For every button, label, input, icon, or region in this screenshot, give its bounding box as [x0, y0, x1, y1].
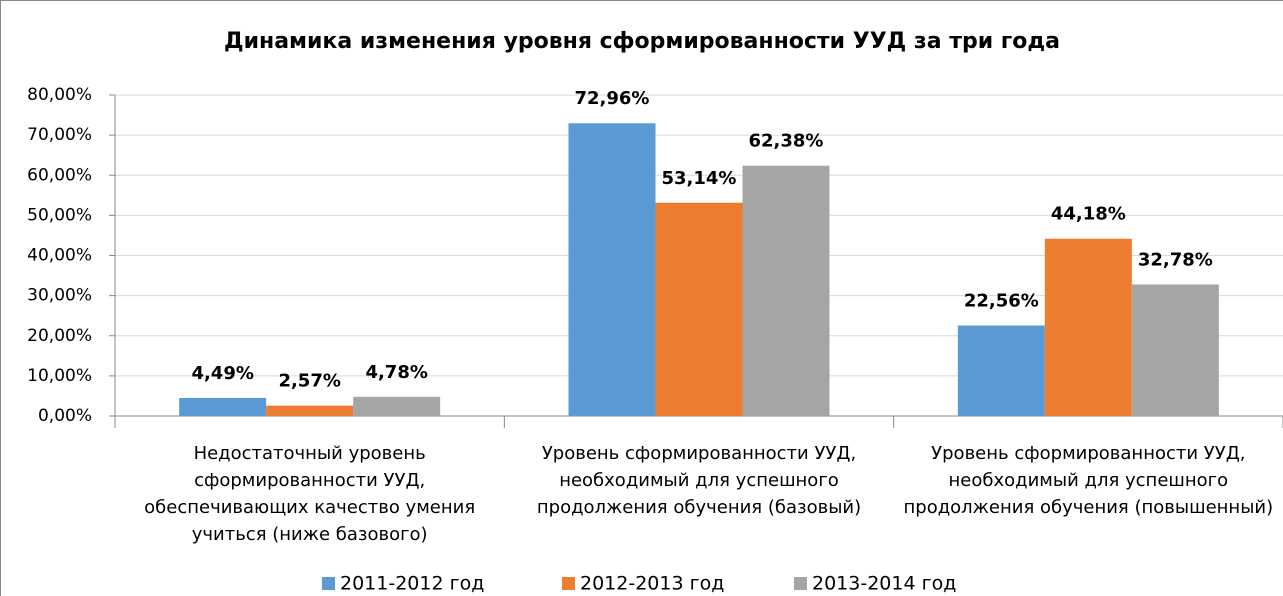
y-tick-label: 0,00% [38, 406, 92, 426]
legend-label: 2012-2013 год [580, 573, 724, 595]
legend-swatch [794, 577, 807, 590]
x-tick-label: Недостаточный уровень сформированности У… [144, 443, 476, 545]
y-tick-label: 30,00% [27, 286, 92, 306]
bar [353, 396, 441, 416]
data-label: 22,56% [964, 290, 1039, 311]
data-label: 4,78% [365, 362, 427, 383]
bar [568, 123, 656, 417]
y-tick-label: 60,00% [27, 165, 92, 185]
y-tick-label: 80,00% [27, 85, 92, 105]
x-tick-label: Уровень сформированности УУД, необходимы… [903, 443, 1274, 518]
chart-title: Динамика изменения уровня сформированнос… [224, 29, 1060, 54]
y-tick-label: 50,00% [27, 205, 92, 225]
y-tick-label: 70,00% [27, 125, 92, 145]
data-label: 2,57% [278, 371, 340, 392]
data-label: 32,78% [1138, 249, 1213, 270]
data-label: 44,18% [1051, 204, 1126, 225]
data-label: 4,49% [191, 363, 253, 384]
bar [742, 165, 830, 416]
y-tick-label: 10,00% [27, 366, 92, 386]
bar [179, 397, 267, 416]
data-label: 62,38% [749, 131, 824, 152]
bar [1131, 284, 1219, 416]
x-tick-label: Уровень сформированности УУД, необходимы… [536, 443, 862, 518]
bar [655, 202, 743, 416]
bar [957, 325, 1045, 416]
y-tick-label: 20,00% [27, 326, 92, 346]
legend-label: 2011-2012 год [340, 573, 484, 595]
legend-swatch [322, 577, 335, 590]
legend-swatch [562, 577, 575, 590]
y-tick-label: 40,00% [27, 246, 92, 266]
data-label: 72,96% [575, 88, 650, 109]
legend-label: 2013-2014 год [812, 573, 956, 595]
data-label: 53,14% [662, 168, 737, 189]
bar [266, 405, 354, 416]
bar [1044, 238, 1132, 416]
